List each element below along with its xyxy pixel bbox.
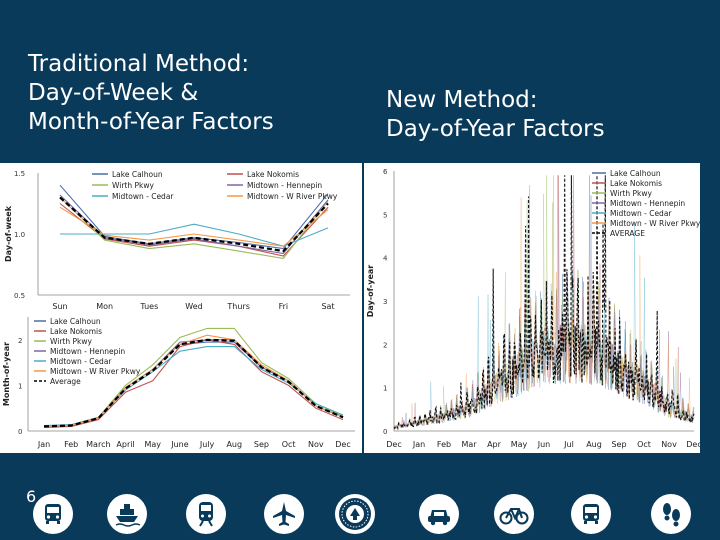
icon-bar [0,492,720,540]
x-tick-label: May [144,440,161,449]
series-line [59,196,329,253]
legend-label: Midtown - Cedar [112,192,174,201]
day-of-week-chart: 0.5 1.0 1.5 Day-of-week Sun Mon Tues Wed Thurs Fr… [0,163,362,313]
y-tick-label: 0 [383,428,387,436]
x-tick-label: Jun [537,440,551,449]
x-tick-label: April [116,440,134,449]
x-tick-label: Feb [437,440,451,449]
left-title-line: Month-of-Year Factors [28,109,274,135]
legend-label: Midtown - Cedar [610,209,672,218]
y-axis-label: Day-of-week [4,205,13,262]
series-line [59,197,329,259]
x-tick-label: Jul [563,440,574,449]
x-tick-label: Thurs [226,302,249,311]
legend-label: Midtown - Hennepin [50,347,125,356]
x-tick-label: Mon [96,302,113,311]
x-tick-label: Aug [586,440,602,449]
legend-label: Lake Calhoun [610,169,661,178]
x-tick-label: Nov [308,440,324,449]
right-title-line: Day-of-Year Factors [386,116,605,142]
bicycle-icon [494,494,534,534]
x-tick-label: Dec [386,440,401,449]
y-axis-label: Day-of-year [366,265,375,318]
legend-label: Midtown - Cedar [50,357,112,366]
x-tick-label: Dec [686,440,700,449]
x-tick-label: May [511,440,528,449]
x-tick-label: July [199,440,215,449]
train-icon [186,494,226,534]
y-tick-label: 0.5 [14,292,25,300]
legend-label: Midtown - W River Pkwy [247,192,338,201]
x-tick-label: Jan [412,440,425,449]
day-of-year-chart: 0 1 2 3 4 5 6 Day-of-year Dec Jan Feb Mar Apr May Jun J… [364,163,700,453]
legend-label: Midtown - Hennepin [610,199,685,208]
legend-label: AVERAGE [610,229,645,238]
x-tick-label: Tues [139,302,158,311]
y-tick-label: 1 [383,385,387,393]
airplane-icon [264,494,304,534]
x-tick-label: March [86,440,110,449]
month-of-year-chart: 0 1 2 Month-of-year Jan Feb March April May June J… [0,313,362,453]
bus-icon [33,494,73,534]
x-tick-label: Sat [321,302,334,311]
series-line [43,338,344,428]
legend-label: Lake Nokomis [50,327,102,336]
y-tick-label: 1 [18,382,22,390]
legend-label: Average [50,377,81,386]
x-tick-label: Oct [637,440,651,449]
bus-icon [571,494,611,534]
legend-label: Midtown - W River Pkwy [610,219,700,228]
y-tick-label: 2 [18,337,22,345]
legend-label: Lake Nokomis [610,179,662,188]
right-title: New Method: Day-of-Year Factors [386,86,716,144]
x-tick-label: Oct [282,440,296,449]
x-tick-label: Dec [335,440,350,449]
y-tick-label: 0 [18,428,22,436]
legend-label: Wirth Pkwy [50,337,92,346]
chart-background [0,163,362,313]
series-line [393,175,695,431]
x-tick-label: Sep [611,440,626,449]
legend-label: Lake Nokomis [247,170,299,179]
right-title-line: New Method: [386,87,538,113]
series-line [59,203,329,257]
y-tick-label: 3 [383,298,387,306]
x-tick-label: Sep [254,440,269,449]
y-tick-label: 4 [383,255,388,263]
left-title-line: Traditional Method: [28,51,250,77]
x-tick-label: Aug [226,440,242,449]
car-icon [419,494,459,534]
legend-label: Wirth Pkwy [610,189,652,198]
y-axis-label: Month-of-year [2,342,11,406]
legend-label: Midtown - W River Pkwy [50,367,141,376]
walking-footprints-icon [651,494,691,534]
y-tick-label: 6 [383,168,388,176]
legend-label: Midtown - Hennepin [247,181,322,190]
x-tick-label: Nov [661,440,677,449]
y-tick-label: 2 [383,341,387,349]
ferry-icon [107,494,147,534]
x-tick-label: Apr [487,440,502,449]
page-number: 6 [26,487,37,506]
left-title: Traditional Method: Day-of-Week & Month-… [28,50,358,137]
chart-background [0,313,362,453]
left-title-line: Day-of-Week & [28,80,199,106]
x-tick-label: Mar [461,440,477,449]
legend-label: Lake Calhoun [112,170,163,179]
x-tick-label: Jan [37,440,50,449]
y-tick-label: 1.5 [14,170,25,178]
y-tick-label: 5 [383,211,387,219]
department-seal-icon [335,494,375,534]
series-line [393,175,695,429]
legend-label: Wirth Pkwy [112,181,154,190]
x-tick-label: Wed [185,302,202,311]
x-tick-label: Fri [279,302,289,311]
x-tick-label: Feb [64,440,78,449]
y-tick-label: 1.0 [14,231,25,239]
x-tick-label: Sun [52,302,67,311]
x-tick-label: June [170,440,189,449]
series-line [59,206,329,247]
legend-label: Lake Calhoun [50,317,101,326]
